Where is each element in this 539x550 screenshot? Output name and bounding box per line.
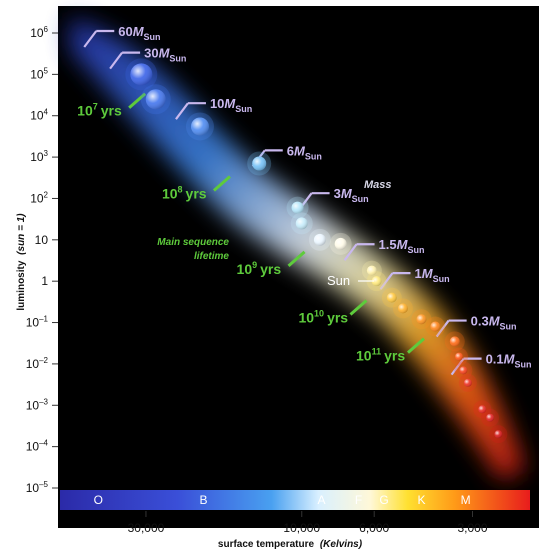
main-sequence-band: [70, 18, 525, 480]
star-highlight: [371, 276, 382, 287]
mass-label: 30MSun: [144, 46, 186, 64]
spectral-class-label: B: [199, 493, 207, 507]
star-highlight: [366, 265, 377, 276]
x-tick-label: 10,000: [283, 521, 320, 535]
star-highlight: [334, 237, 347, 250]
lifetime-leader-line: [287, 250, 306, 268]
lifetime-leader-line: [212, 175, 231, 192]
star-highlight: [454, 352, 463, 361]
mass-label: 10MSun: [210, 96, 252, 114]
y-tick-label: 1: [41, 274, 48, 288]
spectral-class-label: A: [317, 493, 325, 507]
mass-leader-line: [435, 319, 450, 338]
sun-label: Sun: [327, 273, 350, 288]
y-tick-label: 102: [30, 190, 48, 205]
spectral-class-bar: [60, 490, 530, 510]
mass-label: 0.1MSun: [486, 352, 532, 370]
lifetime-label: 1010 yrs: [298, 309, 348, 326]
y-tick-label: 10–3: [26, 397, 49, 412]
star-highlight: [459, 366, 468, 375]
spectral-class-label: F: [355, 493, 362, 507]
mass-leader-line: [83, 30, 98, 48]
y-tick-label: 105: [30, 66, 48, 81]
star-highlight: [252, 156, 267, 171]
mass-leader-line: [343, 243, 358, 261]
y-tick-label: 106: [30, 25, 48, 40]
lifetime-annotation-line1: Main sequence: [157, 237, 229, 248]
lifetime-annotation-line2: lifetime: [194, 251, 229, 262]
x-tick-label: 6,000: [359, 521, 389, 535]
mass-label: 3MSun: [334, 186, 369, 204]
star-highlight: [478, 405, 487, 414]
spectral-class-label: G: [379, 493, 388, 507]
star-highlight: [494, 430, 503, 439]
y-tick-label: 10–4: [26, 439, 49, 454]
lifetime-label: 108 yrs: [162, 184, 207, 201]
star-highlight: [463, 378, 472, 387]
star-highlight: [397, 303, 408, 314]
label-leader-lines: [83, 29, 482, 376]
y-tick-label: 10–1: [26, 315, 49, 330]
star-highlight: [190, 117, 209, 136]
lifetime-label: 109 yrs: [237, 260, 282, 277]
y-axis-title: luminosity (sun = 1): [16, 213, 27, 311]
mass-labels: 60MSun 30MSun 10MSun 6MSun 3MSun 1.5MSun 1MSun…: [118, 24, 531, 370]
x-axis-ticks: 30,000 10,000 6,000 3,000: [128, 511, 488, 535]
mass-label: 1MSun: [414, 266, 449, 284]
y-tick-label: 10–5: [26, 480, 49, 495]
star-highlight: [430, 321, 441, 332]
mass-label: 6MSun: [287, 143, 322, 161]
star-highlight: [386, 292, 397, 303]
lifetime-leader-line: [128, 92, 147, 109]
star-highlight: [291, 201, 304, 214]
x-tick-label: 3,000: [457, 521, 487, 535]
star-markers: [125, 58, 508, 444]
lifetime-label: 107 yrs: [77, 102, 122, 119]
star-highlight: [295, 217, 308, 230]
mass-label: 0.3MSun: [471, 314, 517, 332]
y-tick-label: 103: [30, 149, 48, 164]
x-axis-title: surface temperature (Kelvins): [218, 539, 363, 550]
y-tick-label: 10–2: [26, 356, 49, 371]
lifetime-leader-line: [406, 337, 425, 354]
lifetime-label: 1011 yrs: [356, 347, 405, 364]
mass-leader-line: [379, 272, 394, 290]
mass-leader-line: [109, 51, 123, 70]
star-highlight: [130, 63, 153, 86]
x-tick-label: 30,000: [128, 521, 165, 535]
spectral-class-label: O: [94, 493, 103, 507]
y-tick-label: 10: [35, 233, 49, 247]
star-highlight: [145, 89, 166, 110]
mass-label: 1.5MSun: [379, 237, 425, 255]
mass-label: 60MSun: [118, 24, 160, 42]
spectral-class-label: M: [461, 493, 471, 507]
lifetime-labels: 107 yrs 108 yrs 109 yrs 1010 yrs 1011 yrs: [77, 102, 405, 364]
mass-leader-line: [450, 357, 465, 376]
y-tick-label: 104: [30, 108, 48, 123]
star-highlight: [449, 336, 460, 347]
spectral-class-label: K: [417, 493, 425, 507]
star-highlight: [416, 314, 427, 325]
mass-leader-line: [175, 102, 189, 120]
star-highlight: [313, 233, 326, 246]
star-highlight: [486, 413, 495, 422]
lifetime-leader-line: [349, 299, 368, 316]
mass-annotation: Mass: [364, 179, 392, 191]
